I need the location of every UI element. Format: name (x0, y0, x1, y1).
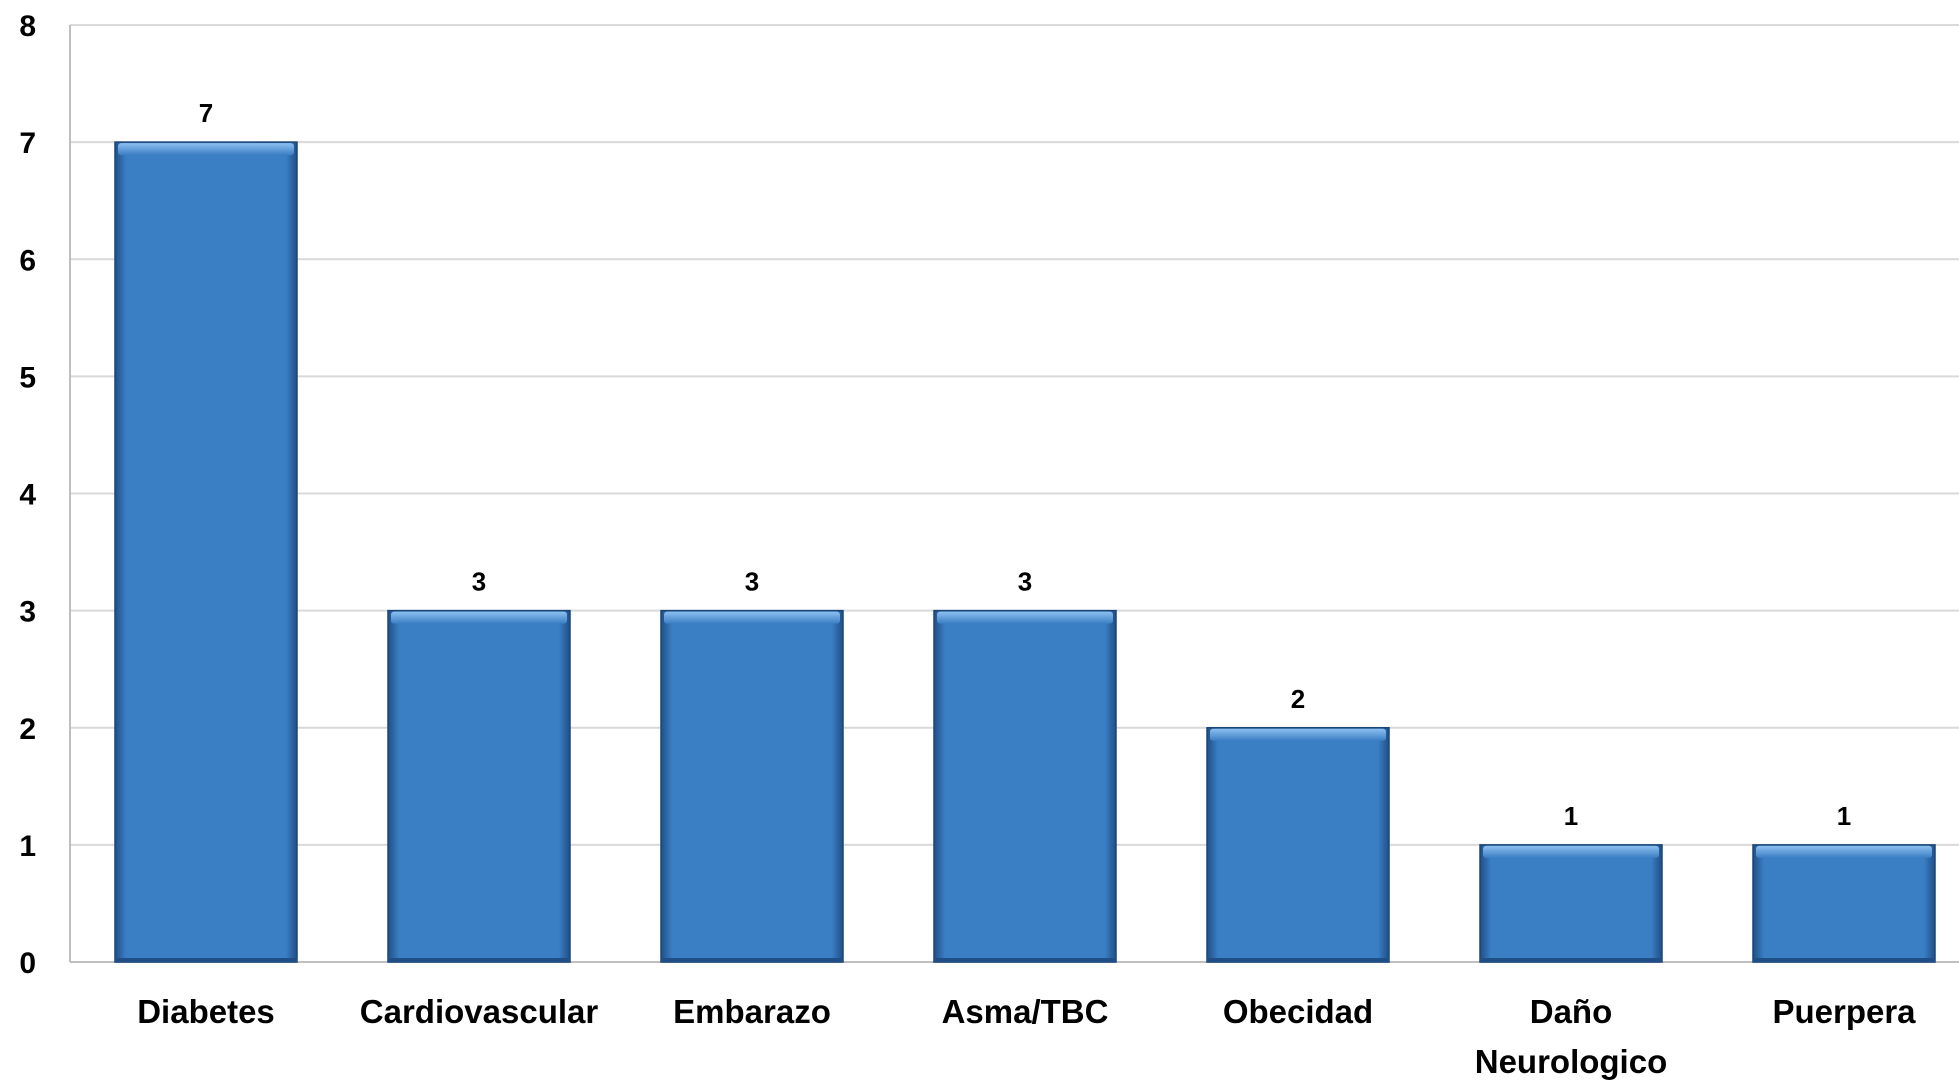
bar (660, 609, 844, 963)
bar-bottom-edge (388, 958, 570, 962)
labels: 0 1 2 3 4 5 6 7 8 7 Diabetes 3 Cardiovascular 3 Embara… (19, 10, 1916, 1080)
bar (1752, 844, 1936, 963)
data-label: 3 (745, 567, 759, 597)
x-category-label: Obecidad (1223, 993, 1373, 1030)
bar-top-bevel (1756, 845, 1932, 858)
data-label: 7 (199, 98, 213, 128)
bar-top-bevel (391, 611, 567, 624)
x-category-label: Embarazo (673, 993, 831, 1030)
bar-top-bevel (1210, 728, 1386, 741)
bar (933, 609, 1117, 963)
bar (1479, 844, 1663, 963)
bar-bottom-edge (115, 958, 297, 962)
bar-bottom-edge (661, 958, 843, 962)
bar-top-bevel (937, 611, 1113, 624)
bar-top-bevel (1483, 845, 1659, 858)
bar-bottom-edge (1480, 958, 1662, 962)
bar (1206, 727, 1390, 963)
x-category-label: Diabetes (137, 993, 275, 1030)
bar-top-bevel (118, 143, 294, 156)
y-tick-label: 7 (19, 127, 36, 160)
y-tick-label: 6 (19, 244, 36, 277)
x-category-label: Asma/TBC (942, 993, 1109, 1030)
y-tick-label: 8 (19, 10, 36, 43)
y-tick-label: 5 (19, 361, 36, 394)
y-tick-label: 3 (19, 596, 36, 629)
data-label: 1 (1837, 801, 1851, 831)
bar-bottom-edge (1753, 958, 1935, 962)
bar (387, 609, 571, 963)
bar-top-bevel (664, 611, 840, 624)
y-tick-label: 4 (19, 479, 36, 512)
data-label: 1 (1564, 801, 1578, 831)
data-label: 3 (1018, 567, 1032, 597)
bars (114, 141, 1936, 963)
y-tick-label: 1 (19, 830, 36, 863)
x-category-label: Cardiovascular (360, 993, 599, 1030)
bar (114, 141, 298, 963)
x-category-label: Daño (1530, 993, 1613, 1030)
y-tick-label: 0 (19, 947, 36, 980)
x-category-label: Neurologico (1475, 1043, 1668, 1080)
data-label: 2 (1291, 684, 1305, 714)
y-tick-label: 2 (19, 713, 36, 746)
data-label: 3 (472, 567, 486, 597)
x-category-label: Puerpera (1772, 993, 1916, 1030)
bar-bottom-edge (934, 958, 1116, 962)
bar-bottom-edge (1207, 958, 1389, 962)
